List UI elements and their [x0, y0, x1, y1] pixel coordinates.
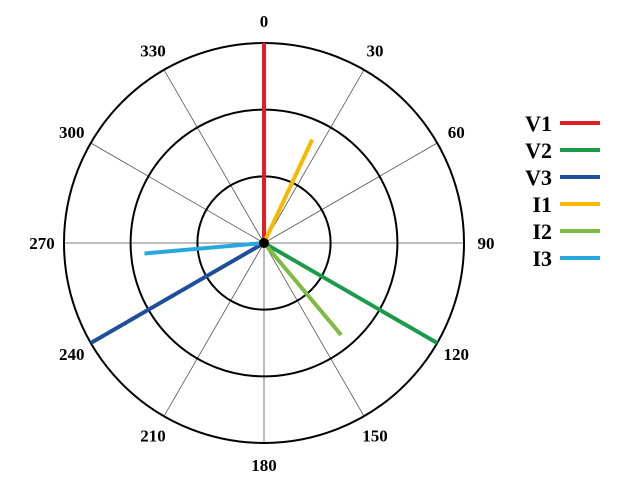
angle-label-180: 180 — [251, 456, 277, 475]
legend-label-v3: V3 — [525, 165, 552, 190]
legend-label-i3: I3 — [532, 246, 552, 271]
phasor-v3 — [89, 241, 266, 345]
angle-label-300: 300 — [59, 123, 85, 142]
angle-label-210: 210 — [140, 426, 166, 445]
phasor-i3 — [144, 241, 265, 256]
angle-label-270: 270 — [29, 234, 55, 253]
spoke-150 — [263, 242, 365, 417]
angle-label-330: 330 — [140, 42, 166, 61]
angle-label-90: 90 — [478, 234, 495, 253]
legend-label-v1: V1 — [525, 111, 552, 136]
phasor-i1 — [262, 138, 314, 244]
angle-label-240: 240 — [59, 345, 85, 364]
angle-label-0: 0 — [260, 12, 269, 31]
phasor-i2 — [262, 241, 343, 337]
spoke-60 — [263, 142, 438, 244]
angle-label-60: 60 — [448, 123, 465, 142]
legend-label-i1: I1 — [532, 192, 552, 217]
spoke-30 — [263, 69, 365, 244]
phasor-lines — [89, 43, 439, 345]
spoke-330 — [163, 69, 265, 244]
center-dot — [259, 238, 269, 248]
angle-label-150: 150 — [362, 426, 388, 445]
legend-label-v2: V2 — [525, 138, 552, 163]
phasor-v2 — [262, 241, 439, 345]
legend-label-i2: I2 — [532, 219, 552, 244]
spoke-210 — [163, 242, 265, 417]
spoke-300 — [90, 142, 265, 244]
angle-label-30: 30 — [367, 42, 384, 61]
angle-labels: 0 30 60 90 120 150 180 210 240 270 300 330 — [29, 12, 494, 475]
angle-label-120: 120 — [444, 345, 470, 364]
